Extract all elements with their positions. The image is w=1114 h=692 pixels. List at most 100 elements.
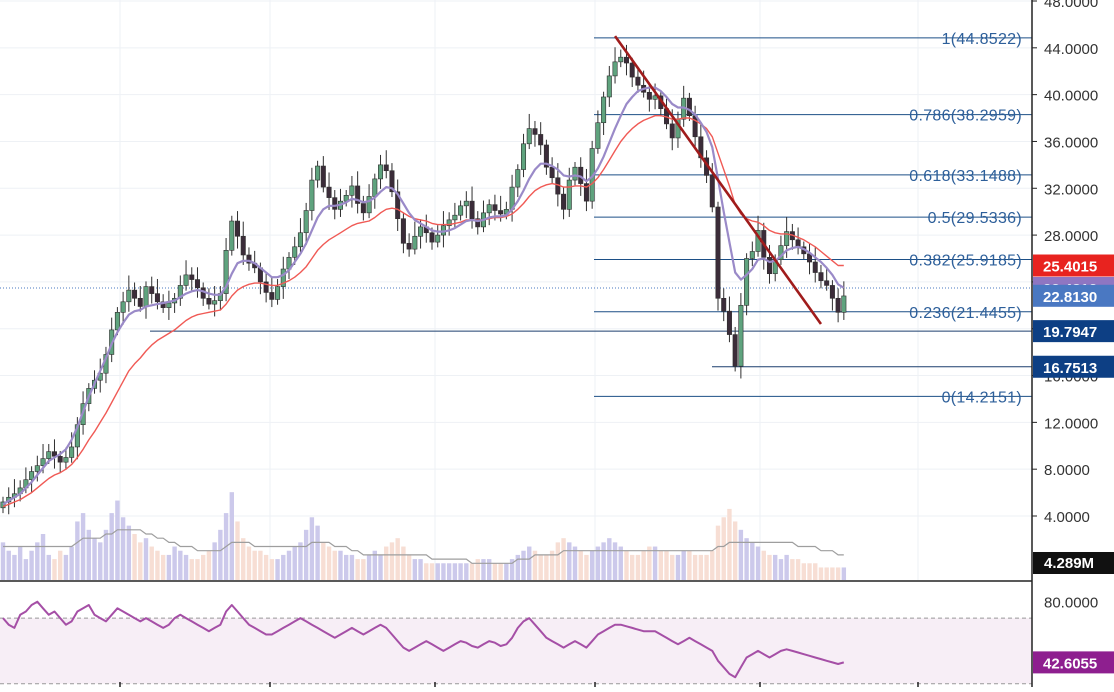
candle-up [63, 457, 69, 463]
candle-up [349, 185, 355, 196]
volume-bar [446, 563, 452, 580]
candle-up [521, 143, 527, 170]
volume-bar [835, 567, 841, 580]
candle-down [829, 285, 835, 299]
candle-down [686, 97, 692, 117]
candle-up [652, 95, 658, 100]
candle-down [383, 164, 389, 172]
volume-bar [29, 550, 34, 580]
candle-up [378, 164, 384, 180]
volume-bar [401, 546, 406, 580]
candle-up [280, 268, 286, 287]
volume-bar [658, 550, 663, 580]
candle-down [235, 220, 241, 237]
candle-down [194, 279, 200, 289]
volume-bar [578, 550, 583, 580]
volume-bar [418, 559, 423, 580]
volume-bar [361, 559, 366, 580]
candle-up [566, 179, 572, 210]
fib-level-label: 0.5(29.5336) [928, 210, 1022, 227]
volume-bar [406, 554, 412, 580]
volume-bar [824, 567, 829, 580]
price-marker-badge [1033, 284, 1114, 307]
volume-bar [773, 554, 778, 580]
volume-bar [732, 521, 738, 580]
volume-bar [178, 550, 183, 580]
volume-bar [464, 563, 469, 580]
candle-up [46, 451, 52, 459]
candle-down [429, 232, 435, 243]
volume-bar [715, 525, 721, 580]
volume-bar [0, 542, 6, 580]
volume-bar [601, 542, 606, 580]
volume-bar [149, 546, 154, 580]
volume-bar [744, 538, 749, 580]
volume-bar [155, 550, 160, 580]
candle-down [824, 280, 830, 286]
volume-bar [784, 554, 789, 580]
candle-up [309, 179, 315, 211]
volume-bar [40, 534, 46, 580]
price-marker-badge [1033, 320, 1114, 343]
candle-up [612, 61, 618, 77]
volume-bar [813, 563, 818, 580]
volume-bar [201, 554, 206, 580]
y-tick-label: 12.0000 [1044, 415, 1098, 432]
volume-bar [166, 554, 172, 580]
candle-down [721, 297, 727, 312]
candle-down [538, 134, 544, 146]
volume-bar [555, 542, 561, 580]
rsi-line [2, 600, 845, 679]
candle-down [629, 62, 635, 78]
candle-down [355, 185, 361, 204]
volume-bar [395, 538, 400, 580]
volume-bar [98, 542, 103, 580]
volume-bar [492, 563, 498, 580]
volume-bar [698, 554, 704, 580]
volume-bar [515, 554, 520, 580]
volume-bar [584, 554, 589, 580]
candle-down [246, 254, 252, 264]
fib-level-label: 0.618(33.1488) [909, 168, 1022, 185]
volume-bar [721, 517, 726, 580]
candle-up [446, 219, 452, 227]
fib-level-label: 0.236(21.4455) [909, 305, 1022, 322]
volume-bar [458, 563, 463, 580]
volume-bar [424, 563, 429, 580]
volume-bar [389, 542, 395, 580]
volume-bar [532, 550, 538, 580]
volume-average-line [3, 529, 844, 564]
volume-bar [58, 550, 63, 580]
volume-bar [692, 554, 698, 580]
candle-up [29, 471, 35, 481]
volume-bar [635, 554, 641, 580]
candle-up [452, 214, 458, 221]
volume-bar [549, 550, 555, 580]
candle-down [360, 203, 366, 214]
volume-bar [115, 500, 120, 580]
volume-bar [12, 554, 17, 580]
candle-up [463, 200, 469, 207]
candle-up [418, 226, 424, 237]
volume-bar [475, 559, 480, 580]
candle-up [744, 258, 750, 306]
volume-bar [830, 567, 835, 580]
volume-bar [509, 559, 515, 580]
volume-bar [160, 554, 166, 580]
volume-bar [75, 521, 80, 580]
y-tick-label: 8.0000 [1044, 462, 1090, 479]
candle-up [69, 446, 75, 458]
volume-bar [372, 550, 377, 580]
candle-down [320, 165, 326, 188]
volume-bar [761, 550, 766, 580]
volume-marker-badge [1033, 552, 1114, 574]
volume-bar [807, 563, 812, 580]
volume-bar [126, 525, 132, 580]
volume-bar [309, 517, 315, 580]
candle-down [623, 56, 629, 64]
volume-bar [229, 492, 234, 580]
price-marker-badge [1033, 254, 1114, 277]
candle-up [572, 166, 578, 181]
candle-up [366, 196, 372, 214]
volume-bar [818, 567, 824, 580]
